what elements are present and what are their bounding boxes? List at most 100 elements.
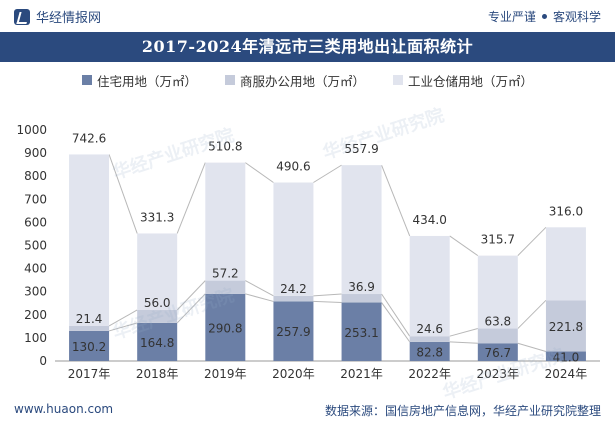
x-tick-label: 2024年 [545, 367, 588, 381]
brand[interactable]: 华经情报网 [14, 7, 101, 26]
data-label-residential: 82.8 [416, 345, 443, 359]
y-tick-label: 400 [24, 262, 47, 276]
stacked-bar-chart: 0 100 200 300 400 500 600 700 800 900 1000 130.2 21.… [16, 123, 600, 381]
bar-industrial [545, 227, 586, 301]
series-connector-line [449, 341, 478, 344]
legend-item-industrial[interactable]: 工业仓储用地（万㎡） [393, 71, 533, 90]
data-label-commercial: 24.2 [280, 282, 307, 296]
bar-residential [341, 302, 382, 361]
bar-industrial [69, 154, 110, 326]
y-tick-label: 800 [24, 169, 47, 183]
series-connector-line [245, 162, 274, 183]
y-tick-label: 200 [24, 308, 47, 322]
data-label-commercial: 36.9 [348, 280, 375, 294]
bar-industrial [273, 182, 314, 296]
y-tick-label: 300 [24, 285, 47, 299]
data-label-commercial: 57.2 [212, 267, 239, 281]
x-tick-label: 2018年 [136, 367, 179, 381]
legend-item-residential[interactable]: 住宅用地（万㎡） [81, 71, 197, 90]
series-connector-line [517, 226, 547, 256]
bar-commercial [545, 300, 586, 352]
legend-swatch-residential [81, 75, 92, 85]
data-label-residential: 76.7 [484, 346, 511, 360]
y-tick-label: 600 [24, 215, 47, 229]
legend: 住宅用地（万㎡） 商服办公用地（万㎡） 工业仓储用地（万㎡） [0, 70, 615, 90]
bar-industrial [205, 162, 246, 281]
data-label-residential: 257.9 [276, 325, 310, 339]
series-connector-line [381, 164, 411, 237]
data-label-commercial: 21.4 [76, 312, 103, 326]
legend-label-commercial: 商服办公用地（万㎡） [239, 73, 365, 89]
data-label-commercial: 221.8 [549, 320, 583, 334]
site-link[interactable]: www.huaon.com [14, 402, 114, 416]
x-tick-label: 2020年 [272, 367, 315, 381]
brand-name: 华经情报网 [36, 11, 102, 26]
data-source: 数据来源：国信房地产信息网，华经产业研究院整理 [324, 404, 601, 418]
x-tick-label: 2023年 [477, 367, 520, 381]
y-tick-label: 1000 [16, 123, 47, 137]
series-connector-line [517, 299, 547, 329]
data-label-residential: 253.1 [344, 326, 378, 340]
series-connector-line [381, 293, 411, 337]
bar-residential [545, 351, 586, 361]
legend-swatch-industrial [393, 75, 403, 85]
data-label-industrial: 510.8 [208, 140, 242, 154]
bar-residential [409, 341, 450, 361]
x-tick-label: 2017年 [68, 367, 111, 381]
data-label-commercial: 56.0 [144, 296, 171, 310]
tagline-left: 专业严谨 [487, 10, 536, 24]
data-label-commercial: 63.8 [484, 315, 511, 329]
series-connector-line [176, 280, 206, 311]
x-tick-label: 2019年 [204, 367, 247, 381]
y-tick-label: 900 [24, 146, 47, 160]
bar-commercial [69, 325, 110, 331]
bar-residential [69, 330, 110, 361]
series-connector-line [108, 309, 138, 327]
data-label-industrial: 331.3 [140, 210, 174, 224]
x-tick-label: 2021年 [340, 367, 383, 381]
bar-commercial [409, 336, 450, 342]
top-bar: 华经情报网 专业严谨 客观科学 [0, 0, 615, 32]
bar-industrial [341, 165, 382, 295]
series-connector-line [108, 154, 138, 234]
data-label-industrial: 434.0 [413, 213, 447, 227]
y-tick-label: 700 [24, 192, 47, 206]
bar-residential [273, 301, 314, 361]
tagline: 专业严谨 客观科学 [488, 8, 601, 25]
data-label-commercial: 24.6 [416, 322, 443, 336]
bar-industrial [137, 233, 178, 310]
data-label-industrial: 315.7 [481, 233, 515, 247]
tagline-right: 客观科学 [552, 10, 601, 24]
bar-commercial [477, 328, 518, 344]
series-connector-line [245, 280, 274, 297]
series-connector-line [108, 322, 138, 332]
data-label-industrial: 490.6 [276, 160, 310, 174]
series-connector-line [313, 293, 342, 297]
bar-commercial [273, 295, 314, 302]
series-connector-line [313, 300, 342, 304]
legend-label-industrial: 工业仓储用地（万㎡） [408, 73, 534, 89]
y-tick-label: 100 [24, 331, 47, 345]
series-connector-line [517, 342, 547, 353]
legend-item-commercial[interactable]: 商服办公用地（万㎡） [224, 71, 365, 90]
data-label-industrial: 742.6 [72, 131, 106, 145]
series-connector-line [449, 235, 479, 257]
legend-swatch-commercial [224, 75, 235, 85]
data-label-residential: 41.0 [553, 350, 580, 364]
y-tick-label: 500 [24, 239, 47, 253]
legend-label-residential: 住宅用地（万㎡） [96, 73, 197, 89]
bar-commercial [341, 294, 382, 303]
bar-commercial [205, 280, 246, 294]
y-tick-label: 0 [39, 354, 47, 368]
dot-separator-icon [541, 14, 547, 19]
bar-commercial [137, 309, 178, 323]
series-connector-line [176, 162, 206, 234]
data-label-industrial: 557.9 [344, 142, 378, 156]
data-label-residential: 290.8 [208, 321, 242, 335]
data-label-residential: 130.2 [72, 340, 106, 354]
data-label-industrial: 316.0 [549, 204, 583, 218]
series-connector-line [245, 293, 274, 302]
series-connector-line [176, 293, 206, 324]
footer: www.huaon.com 数据来源：国信房地产信息网，华经产业研究院整理 [0, 395, 615, 427]
x-tick-label: 2022年 [408, 367, 451, 381]
